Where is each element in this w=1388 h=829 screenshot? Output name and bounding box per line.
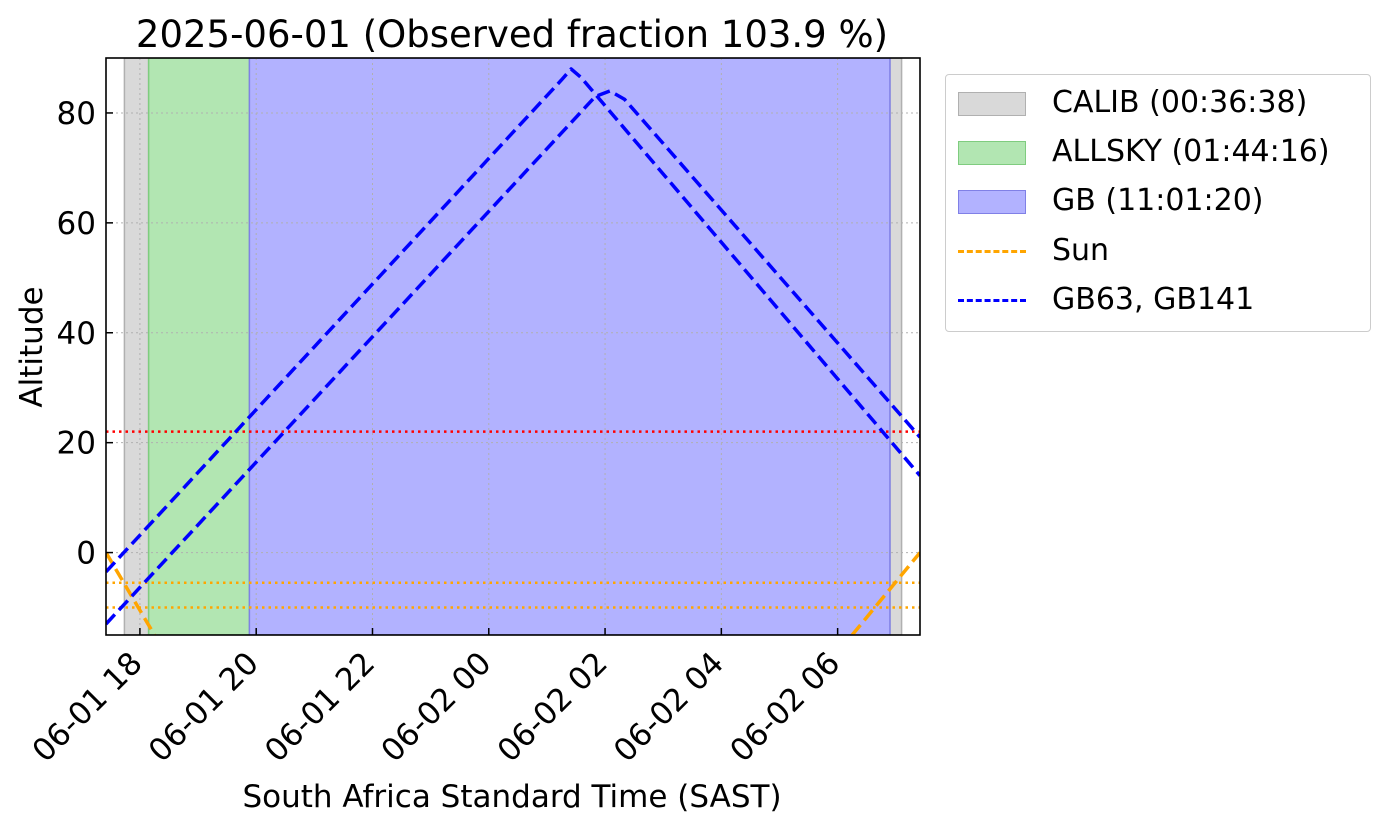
x-tick-label-3: 06-02 00 (374, 645, 498, 769)
axes-frame (105, 57, 921, 636)
y-tick-label-4: 80 (57, 96, 96, 132)
chart-title: 2025-06-01 (Observed fraction 103.9 %) (136, 13, 888, 56)
span-0-0 (123, 58, 150, 635)
x-tick-label-6: 06-02 06 (723, 645, 847, 769)
sun-line-swatch (958, 250, 1026, 253)
x-tick-label-1: 06-01 20 (142, 645, 266, 769)
plot-content (106, 58, 920, 635)
allsky-swatch (958, 141, 1026, 165)
legend-label-gb-targets: GB63, GB141 (1052, 282, 1255, 317)
calib-swatch (958, 92, 1026, 116)
legend-label-sun: Sun (1052, 233, 1110, 268)
y-tick-label-0: 0 (76, 536, 96, 572)
chart-legend: CALIB (00:36:38) ALLSKY (01:44:16) GB (1… (945, 74, 1371, 332)
x-tick-label-5: 06-02 04 (607, 645, 731, 769)
target-line-1 (106, 89, 920, 626)
y-tick-label-1: 20 (57, 426, 96, 462)
sun-line-1 (850, 551, 920, 635)
x-tick-label-2: 06-01 22 (258, 645, 382, 769)
x-tick-label-4: 06-02 02 (491, 645, 615, 769)
y-tick-label-3: 60 (57, 206, 96, 242)
gb-swatch (958, 190, 1026, 214)
y-axis-label: Altitude (14, 286, 50, 407)
legend-label-calib: CALIB (00:36:38) (1052, 85, 1308, 120)
span-0-1 (889, 58, 903, 635)
x-axis-label: South Africa Standard Time (SAST) (242, 779, 781, 815)
span-1-0 (147, 58, 251, 635)
gb-line-swatch (958, 299, 1026, 302)
y-tick-label-2: 40 (57, 316, 96, 352)
x-tick-label-0: 06-01 18 (26, 645, 150, 769)
sun-line-0 (106, 551, 156, 635)
legend-label-allsky: ALLSKY (01:44:16) (1052, 134, 1330, 169)
target-line-0 (106, 67, 920, 573)
legend-label-gb: GB (11:01:20) (1052, 183, 1264, 218)
span-2-0 (248, 58, 891, 635)
